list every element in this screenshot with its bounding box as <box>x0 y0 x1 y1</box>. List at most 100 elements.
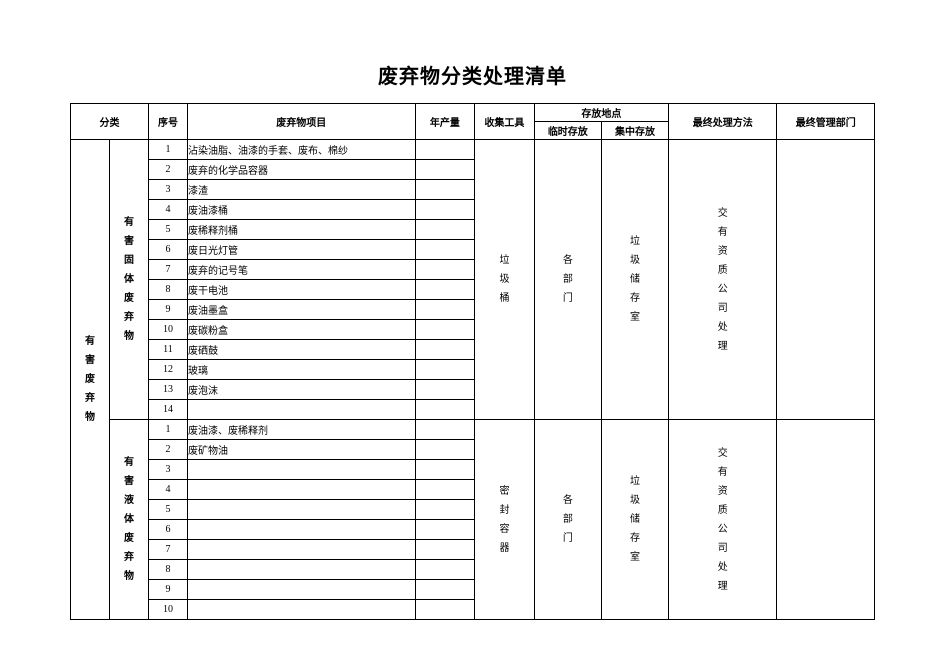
row-index: 2 <box>149 440 188 460</box>
row-item: 玻璃 <box>188 360 416 380</box>
row-amount <box>415 180 475 200</box>
row-amount <box>415 340 475 360</box>
tool-cell: 垃圾桶 <box>475 140 535 420</box>
row-amount <box>415 280 475 300</box>
row-item: 废油墨盒 <box>188 300 416 320</box>
dept-cell <box>777 420 875 620</box>
loc-temp-cell: 各部门 <box>534 420 601 620</box>
row-index: 9 <box>149 580 188 600</box>
row-amount <box>415 400 475 420</box>
dept-cell <box>777 140 875 420</box>
row-amount <box>415 300 475 320</box>
row-index: 5 <box>149 500 188 520</box>
row-amount <box>415 160 475 180</box>
row-index: 4 <box>149 480 188 500</box>
loc-temp-label: 各部门 <box>535 251 601 308</box>
cat-sub-label: 有害液体废弃物 <box>110 453 148 586</box>
row-amount <box>415 420 475 440</box>
row-amount <box>415 440 475 460</box>
row-item <box>188 560 416 580</box>
row-item: 废硒鼓 <box>188 340 416 360</box>
row-index: 3 <box>149 460 188 480</box>
tool-label: 垃圾桶 <box>475 251 534 308</box>
method-cell: 交有资质公司处理 <box>669 140 777 420</box>
loc-cent-cell: 垃圾储存室 <box>601 420 668 620</box>
row-item: 废弃的记号笔 <box>188 260 416 280</box>
row-amount <box>415 460 475 480</box>
row-amount <box>415 500 475 520</box>
table-row: 有害液体废弃物 1 废油漆、废稀释剂 密封容器 各部门 垃圾储存室 交有资质公司… <box>71 420 875 440</box>
waste-table: 分类 序号 废弃物项目 年产量 收集工具 存放地点 最终处理方法 最终管理部门 … <box>70 103 875 620</box>
table-header-row: 分类 序号 废弃物项目 年产量 收集工具 存放地点 最终处理方法 最终管理部门 <box>71 104 875 122</box>
row-item <box>188 500 416 520</box>
row-index: 6 <box>149 520 188 540</box>
row-amount <box>415 200 475 220</box>
row-item: 废弃的化学品容器 <box>188 160 416 180</box>
row-amount <box>415 220 475 240</box>
col-loc-temp: 临时存放 <box>534 122 601 140</box>
loc-temp-cell: 各部门 <box>534 140 601 420</box>
row-index: 7 <box>149 540 188 560</box>
row-index: 9 <box>149 300 188 320</box>
row-index: 13 <box>149 380 188 400</box>
row-item: 沾染油脂、油漆的手套、废布、棉纱 <box>188 140 416 160</box>
row-index: 2 <box>149 160 188 180</box>
col-method: 最终处理方法 <box>669 104 777 140</box>
row-amount <box>415 360 475 380</box>
row-item <box>188 480 416 500</box>
cat-sub-cell: 有害固体废弃物 <box>110 140 149 420</box>
row-amount <box>415 140 475 160</box>
row-item <box>188 400 416 420</box>
page: 废弃物分类处理清单 分类 序号 废弃物项目 年产量 收集工具 存放地点 最终处理… <box>0 0 945 669</box>
cat-sub-label: 有害固体废弃物 <box>110 213 148 346</box>
row-item: 废干电池 <box>188 280 416 300</box>
row-amount <box>415 380 475 400</box>
col-category: 分类 <box>71 104 149 140</box>
row-item <box>188 600 416 620</box>
cat-main-cell: 有害废弃物 <box>71 140 110 620</box>
tool-label: 密封容器 <box>475 482 534 558</box>
row-item: 废泡沫 <box>188 380 416 400</box>
row-amount <box>415 520 475 540</box>
row-index: 1 <box>149 420 188 440</box>
row-item: 废日光灯管 <box>188 240 416 260</box>
row-index: 8 <box>149 280 188 300</box>
row-index: 1 <box>149 140 188 160</box>
loc-cent-cell: 垃圾储存室 <box>601 140 668 420</box>
row-index: 4 <box>149 200 188 220</box>
row-index: 6 <box>149 240 188 260</box>
row-item <box>188 580 416 600</box>
row-index: 12 <box>149 360 188 380</box>
row-index: 10 <box>149 320 188 340</box>
row-item: 漆渣 <box>188 180 416 200</box>
col-loc-cent: 集中存放 <box>601 122 668 140</box>
col-location: 存放地点 <box>534 104 668 122</box>
row-amount <box>415 240 475 260</box>
row-item <box>188 520 416 540</box>
tool-cell: 密封容器 <box>475 420 535 620</box>
row-amount <box>415 600 475 620</box>
cat-main-label: 有害废弃物 <box>71 332 109 427</box>
row-item: 废矿物油 <box>188 440 416 460</box>
row-amount <box>415 260 475 280</box>
loc-cent-label: 垃圾储存室 <box>602 232 668 327</box>
cat-sub-cell: 有害液体废弃物 <box>110 420 149 620</box>
row-index: 11 <box>149 340 188 360</box>
col-seq: 序号 <box>149 104 188 140</box>
col-project: 废弃物项目 <box>188 104 416 140</box>
loc-temp-label: 各部门 <box>535 491 601 548</box>
row-item: 废稀释剂桶 <box>188 220 416 240</box>
loc-cent-label: 垃圾储存室 <box>602 472 668 567</box>
row-amount <box>415 560 475 580</box>
row-item <box>188 460 416 480</box>
row-index: 5 <box>149 220 188 240</box>
row-item: 废油漆桶 <box>188 200 416 220</box>
row-index: 14 <box>149 400 188 420</box>
row-amount <box>415 580 475 600</box>
row-item: 废油漆、废稀释剂 <box>188 420 416 440</box>
table-row: 有害废弃物 有害固体废弃物 1 沾染油脂、油漆的手套、废布、棉纱 垃圾桶 各部门… <box>71 140 875 160</box>
row-index: 7 <box>149 260 188 280</box>
col-dept: 最终管理部门 <box>777 104 875 140</box>
row-amount <box>415 480 475 500</box>
method-label: 交有资质公司处理 <box>669 204 776 356</box>
